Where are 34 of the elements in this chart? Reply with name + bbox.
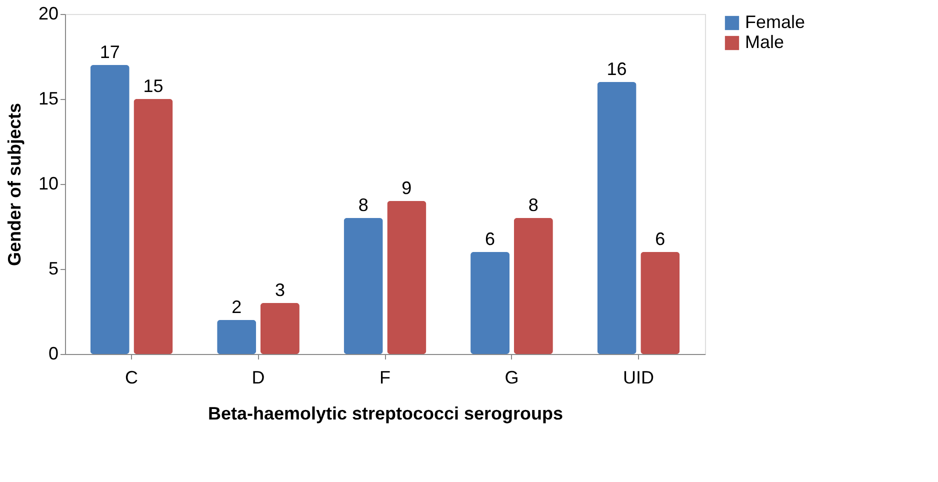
y-tick-label: 20 [38,4,58,24]
x-tick-label: F [380,368,390,388]
y-axis-title: Gender of subjects [4,102,24,266]
data-label: 16 [606,59,627,79]
y-tick-label: 0 [48,344,58,364]
data-label: 17 [100,42,120,62]
bar [470,252,510,354]
y-tick-label: 15 [38,88,58,108]
data-label: 2 [232,297,242,317]
y-tick-label: 10 [38,174,58,194]
bar [597,82,636,354]
bar [90,65,130,354]
bar [387,201,426,354]
data-label: 8 [528,195,538,215]
legend-label: Female [745,12,806,32]
bar [640,252,680,354]
bar [134,99,173,354]
data-label: 15 [143,76,164,96]
bar [217,320,256,354]
y-tick-label: 5 [48,258,58,278]
x-tick-label: UID [622,368,654,388]
bar [514,218,553,354]
data-label: 6 [485,229,496,249]
x-tick-label: D [252,368,265,388]
data-label: 6 [655,229,666,249]
x-axis-title: Beta-haemolytic streptococci serogroups [208,404,564,424]
bar [260,303,300,354]
x-tick-label: C [125,368,138,388]
data-label: 9 [402,178,412,198]
x-tick-label: G [504,368,519,388]
legend-label: Male [745,32,784,52]
data-label: 3 [274,280,285,300]
bar [344,218,383,354]
data-label: 8 [358,195,368,215]
